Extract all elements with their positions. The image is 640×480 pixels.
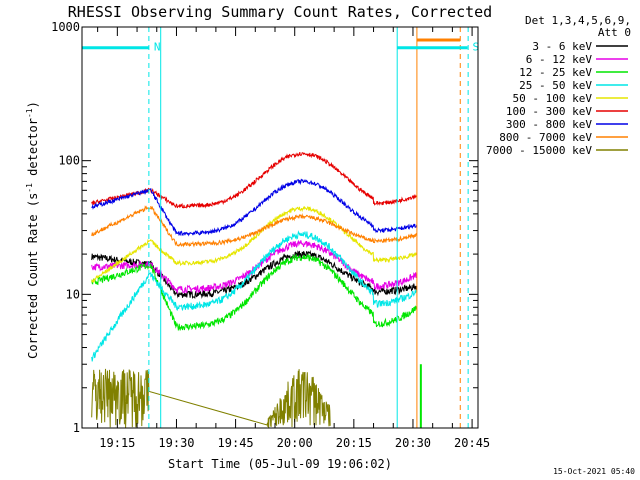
- x-tick-label: 19:45: [218, 436, 254, 450]
- legend-entry: 25 - 50 keV: [519, 79, 592, 92]
- series-line: [91, 230, 418, 362]
- series-line: [91, 205, 418, 248]
- x-tick-label: 20:00: [277, 436, 313, 450]
- y-tick-label: 1: [73, 421, 80, 435]
- y-axis: 1 10 100 1000: [51, 20, 478, 435]
- series-layer: [91, 152, 422, 428]
- x-tick-label: 20:30: [395, 436, 431, 450]
- legend-entry: 800 - 7000 keV: [499, 131, 592, 144]
- legend-entry: 300 - 800 keV: [506, 118, 592, 131]
- series-line: [91, 205, 418, 284]
- y-tick-label: 100: [58, 154, 80, 168]
- timestamp: 15-Oct-2021 05:40: [553, 467, 635, 476]
- series-line: [91, 253, 418, 332]
- y-axis-label: Corrected Count Rate (s-1 detector-1): [25, 101, 40, 359]
- x-axis-label: Start Time (05-Jul-09 19:06:02): [168, 457, 392, 471]
- x-axis: 19:15 19:30 19:45 20:00 20:15 20:30 20:45: [97, 27, 490, 450]
- legend-entry: 50 - 100 keV: [513, 92, 593, 105]
- x-tick-label: 20:15: [336, 436, 372, 450]
- legend-entry: 100 - 300 keV: [506, 105, 592, 118]
- x-tick-label: 19:15: [99, 436, 135, 450]
- legend-entry: 6 - 12 keV: [526, 53, 593, 66]
- series-line: [91, 178, 418, 237]
- y-tick-label: 10: [66, 287, 80, 301]
- flag-label: N: [154, 41, 161, 54]
- legend-entry: 3 - 6 keV: [532, 40, 592, 53]
- legend-header-line-1: Det 1,3,4,5,6,9,: [525, 14, 631, 27]
- y-tick-label: 1000: [51, 20, 80, 34]
- x-tick-label: 19:30: [158, 436, 194, 450]
- series-line: [91, 368, 331, 428]
- legend-entry: 12 - 25 keV: [519, 66, 592, 79]
- flag-label: S: [472, 41, 479, 54]
- chart-title: RHESSI Observing Summary Count Rates, Co…: [68, 3, 492, 21]
- legend-header-line-2: Att 0: [598, 26, 631, 39]
- x-tick-label: 20:45: [454, 436, 490, 450]
- series-line: [91, 152, 417, 209]
- legend-entry: 7000 - 15000 keV: [486, 144, 592, 157]
- plot-frame: [81, 26, 479, 429]
